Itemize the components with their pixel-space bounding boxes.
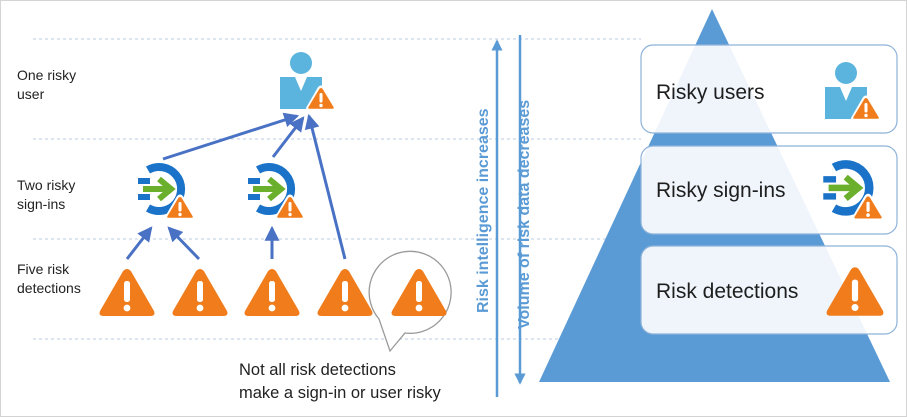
pyramid-level-risk-detections: Risk detections (640, 245, 898, 335)
svg-text:Risky sign-ins: Risky sign-ins (656, 179, 786, 202)
warning-triangle-icon (172, 269, 228, 316)
relationship-arrows (125, 112, 347, 261)
pyramid-level-risky-signins: Risky sign-ins (640, 145, 898, 235)
note-text: Not all risk detections make a sign-in o… (239, 361, 441, 402)
risky-user-icon (280, 52, 336, 111)
pyramid-level-risky-users: Risky users (640, 44, 898, 134)
svg-text:Risky users: Risky users (656, 81, 765, 104)
risky-signin-icon (248, 167, 305, 220)
warning-triangle-icon (317, 269, 373, 316)
warning-triangle-icon (99, 269, 155, 316)
svg-text:Volume of risk data decreases: Volume of risk data decreases (516, 100, 533, 329)
risky-signin-icon (138, 167, 195, 220)
warning-triangle-icon (244, 269, 300, 316)
label-two-risky-signins: Two risky sign-ins (17, 177, 79, 212)
label-five-risk-detections: Five risk detections (17, 261, 81, 296)
speech-bubble (368, 250, 452, 353)
axis-volume-risk-data: Volume of risk data decreases (514, 35, 533, 385)
axis-risk-intelligence: Risk intelligence increases (475, 39, 503, 397)
label-one-risky-user: One risky user (17, 67, 80, 102)
level-guidelines (33, 38, 641, 340)
svg-text:Risk intelligence increases: Risk intelligence increases (475, 108, 492, 313)
svg-text:Risk detections: Risk detections (656, 280, 798, 303)
